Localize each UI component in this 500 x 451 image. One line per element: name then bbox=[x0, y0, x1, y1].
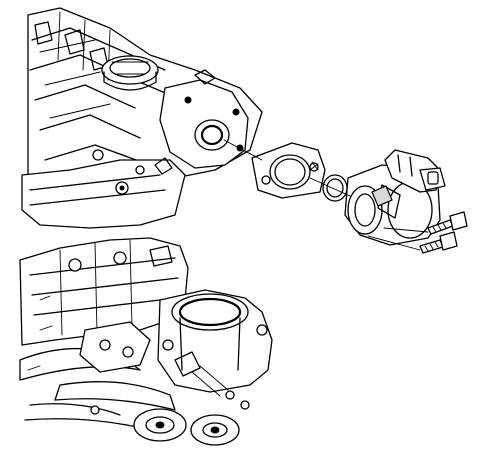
oil-filler-cap bbox=[101, 55, 159, 91]
thermostat-housing bbox=[157, 289, 273, 393]
o-ring-seal bbox=[322, 174, 348, 202]
mounting-bolt-upper bbox=[427, 211, 468, 235]
engine-block bbox=[19, 237, 189, 346]
coolant-valve-assembly bbox=[344, 149, 446, 246]
pulley-left bbox=[133, 408, 187, 442]
mounting-bolt-lower bbox=[419, 231, 458, 254]
timing-cover-boss bbox=[159, 69, 249, 169]
fastener-details bbox=[27, 295, 250, 415]
cylinder-head-lower bbox=[21, 149, 186, 229]
lower-bracket bbox=[79, 321, 229, 397]
outlet-gasket bbox=[251, 142, 326, 199]
pulley-right bbox=[190, 414, 240, 446]
assembly-alignment-lines bbox=[223, 139, 429, 251]
